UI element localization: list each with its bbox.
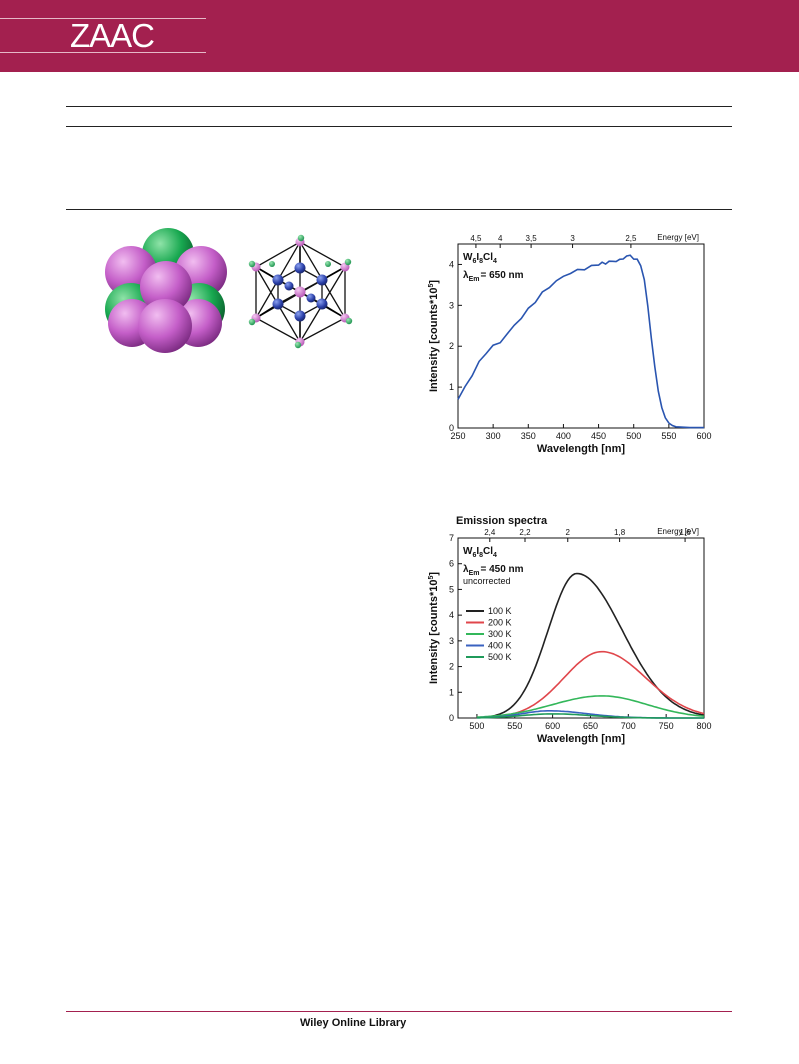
x-tick-label: 500 — [626, 431, 641, 441]
top-axis-label: Energy [eV] — [657, 527, 699, 536]
y-tick-label: 7 — [449, 533, 454, 543]
pink-sphere-icon — [140, 261, 192, 313]
journal-logo[interactable]: ZAAC — [70, 17, 155, 54]
x-tick-label: 600 — [696, 431, 711, 441]
y-tick-label: 1 — [449, 687, 454, 697]
x-tick-label: 500 — [469, 721, 484, 731]
emission-curve — [476, 572, 705, 719]
ball-and-stick-model — [248, 234, 353, 349]
x-axis-label: Wavelength [nm] — [537, 733, 626, 745]
y-tick-label: 4 — [449, 259, 454, 269]
x-tick-label: 700 — [621, 721, 636, 731]
y-tick-label: 0 — [449, 713, 454, 723]
x-axis-label: Wavelength [nm] — [537, 443, 626, 455]
top-axis-label: Energy [eV] — [657, 233, 699, 242]
x-tick-label: 450 — [591, 431, 606, 441]
top-tick-label: 2,2 — [519, 528, 531, 537]
y-axis-label: Intensity [counts*105] — [428, 572, 440, 684]
x-tick-label: 600 — [545, 721, 560, 731]
legend-entry: 400 K — [488, 641, 512, 651]
excitation-wavelength: λEm= 650 nm — [463, 270, 524, 283]
y-tick-label: 2 — [449, 662, 454, 672]
header-rule-bottom — [0, 52, 206, 53]
x-tick-label: 650 — [583, 721, 598, 731]
excitation-wavelength: λEm= 450 nm — [463, 564, 524, 577]
top-tick-label: 2 — [566, 528, 571, 537]
top-tick-label: 2,5 — [625, 234, 637, 243]
plot-frame — [457, 243, 705, 429]
top-tick-label: 1,6 — [680, 528, 692, 537]
space-filling-model — [105, 228, 227, 353]
y-axis-label: Intensity [counts*105] — [428, 280, 440, 392]
table-header-rule — [66, 126, 732, 127]
header-rule-top — [0, 18, 206, 19]
top-tick-label: 4,5 — [470, 234, 482, 243]
x-tick-label: 250 — [450, 431, 465, 441]
table-top-rule — [66, 106, 732, 107]
spectrum-line — [457, 254, 704, 429]
x-tick-label: 750 — [659, 721, 674, 731]
x-tick-label: 350 — [521, 431, 536, 441]
compound-formula: W6I8Cl4 — [463, 546, 497, 559]
y-tick-label: 4 — [449, 610, 454, 620]
legend-entry: 500 K — [488, 652, 512, 662]
emission-curve — [476, 713, 704, 719]
top-tick-label: 3 — [570, 234, 575, 243]
x-tick-label: 300 — [486, 431, 501, 441]
x-tick-label: 550 — [661, 431, 676, 441]
compound-formula: W6I8Cl4 — [463, 252, 497, 265]
x-tick-label: 400 — [556, 431, 571, 441]
uncorrected-note: uncorrected — [463, 576, 511, 586]
footer-publisher[interactable]: Wiley Online Library — [300, 1017, 407, 1029]
footer-rule — [66, 1011, 732, 1012]
y-tick-label: 2 — [449, 341, 454, 351]
table-bottom-rule — [66, 209, 732, 210]
y-tick-label: 0 — [449, 423, 454, 433]
top-tick-label: 4 — [498, 234, 503, 243]
legend-entry: 200 K — [488, 618, 512, 628]
y-tick-label: 1 — [449, 382, 454, 392]
y-tick-label: 5 — [449, 584, 454, 594]
top-tick-label: 3,5 — [526, 234, 538, 243]
chart-title: Emission spectra — [456, 515, 548, 527]
top-tick-label: 2,4 — [484, 528, 496, 537]
plot-frame — [457, 537, 705, 719]
pink-sphere-icon — [138, 299, 192, 353]
legend-entry: 100 K — [488, 606, 512, 616]
journal-header-band — [0, 0, 799, 72]
top-tick-label: 1,8 — [614, 528, 626, 537]
y-tick-label: 6 — [449, 559, 454, 569]
x-tick-label: 800 — [696, 721, 711, 731]
y-tick-label: 3 — [449, 636, 454, 646]
y-tick-label: 3 — [449, 300, 454, 310]
emission-curve — [476, 695, 705, 718]
legend-entry: 300 K — [488, 629, 512, 639]
x-tick-label: 550 — [507, 721, 522, 731]
